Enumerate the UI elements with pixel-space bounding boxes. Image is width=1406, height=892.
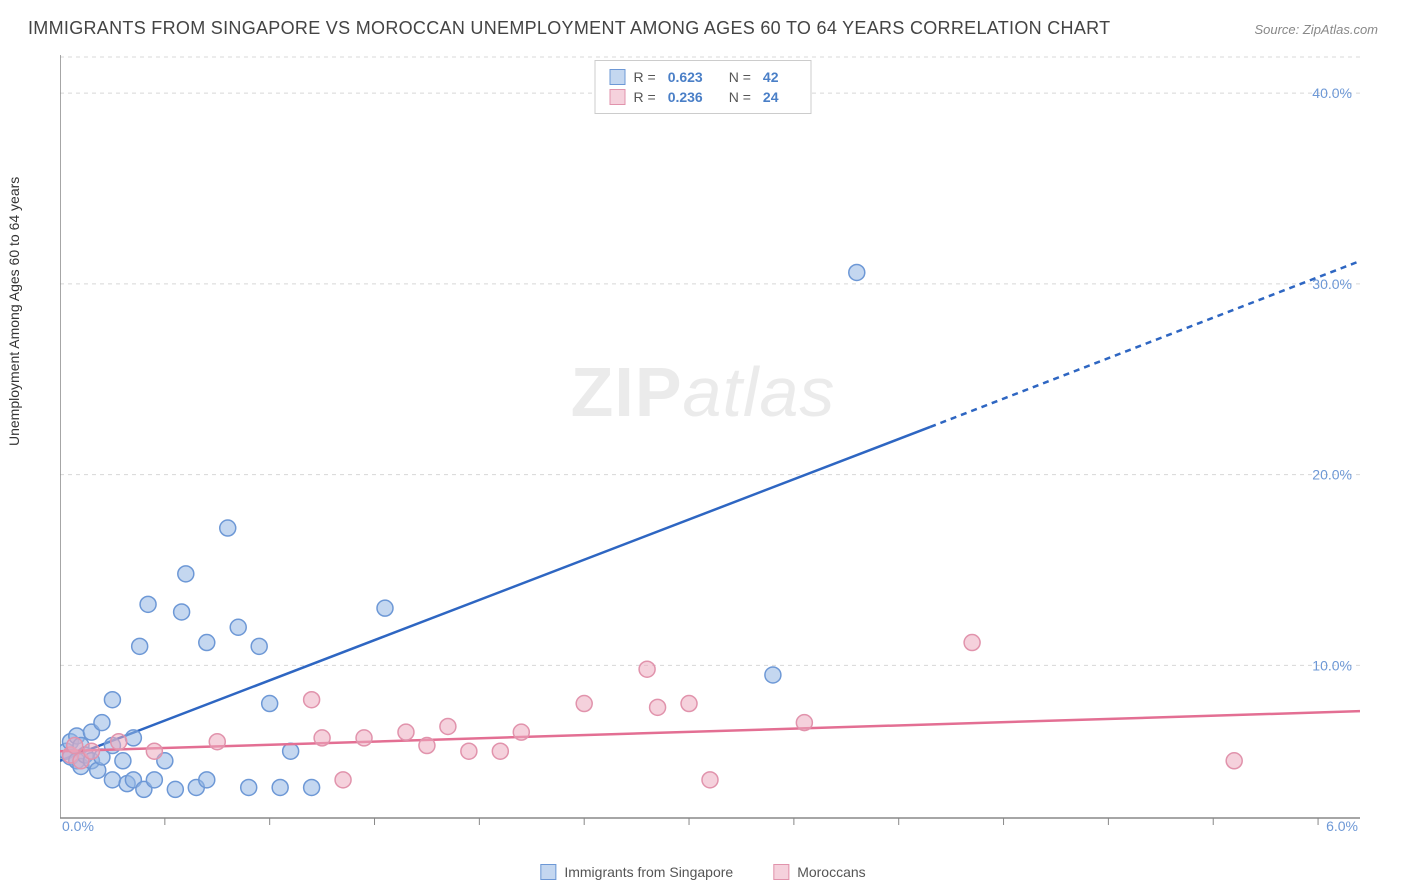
datapoint-singapore (377, 600, 393, 616)
datapoint-moroccans (419, 738, 435, 754)
y-tick-label: 10.0% (1312, 657, 1352, 673)
y-tick-label: 30.0% (1312, 276, 1352, 292)
legend-row: R = 0.623 N = 42 (610, 67, 797, 87)
chart-container: IMMIGRANTS FROM SINGAPORE VS MOROCCAN UN… (0, 0, 1406, 892)
datapoint-moroccans (356, 730, 372, 746)
legend-swatch (610, 89, 626, 105)
trendline-moroccans (60, 711, 1360, 751)
datapoint-singapore (251, 638, 267, 654)
r-label: R = (634, 89, 656, 105)
n-value: 24 (763, 89, 779, 105)
legend-label: Moroccans (797, 864, 865, 880)
datapoint-moroccans (576, 696, 592, 712)
legend-swatch (540, 864, 556, 880)
datapoint-moroccans (1226, 753, 1242, 769)
datapoint-singapore (167, 781, 183, 797)
n-label: N = (729, 69, 751, 85)
scatter-plot-svg: 10.0% 20.0% 30.0% 40.0% 0.0% 6.0% (60, 55, 1360, 833)
correlation-legend: R = 0.623 N = 42 R = 0.236 N = 24 (595, 60, 812, 114)
datapoint-singapore (230, 619, 246, 635)
datapoint-moroccans (964, 635, 980, 651)
y-tick-label: 20.0% (1312, 467, 1352, 483)
datapoint-moroccans (440, 718, 456, 734)
datapoint-singapore (241, 779, 257, 795)
datapoint-moroccans (681, 696, 697, 712)
plot-area: 10.0% 20.0% 30.0% 40.0% 0.0% 6.0% (60, 55, 1360, 833)
datapoint-singapore (174, 604, 190, 620)
datapoint-singapore (220, 520, 236, 536)
legend-row: R = 0.236 N = 24 (610, 87, 797, 107)
datapoint-singapore (304, 779, 320, 795)
source-label: Source: ZipAtlas.com (1254, 22, 1378, 37)
datapoint-singapore (199, 635, 215, 651)
datapoint-singapore (262, 696, 278, 712)
legend-swatch (610, 69, 626, 85)
series-legend: Immigrants from Singapore Moroccans (540, 864, 865, 880)
datapoint-moroccans (461, 743, 477, 759)
datapoint-moroccans (209, 734, 225, 750)
legend-swatch (773, 864, 789, 880)
datapoint-moroccans (492, 743, 508, 759)
n-value: 42 (763, 69, 779, 85)
r-value: 0.623 (668, 69, 703, 85)
datapoint-moroccans (702, 772, 718, 788)
datapoint-singapore (125, 730, 141, 746)
datapoint-singapore (104, 772, 120, 788)
trendline-singapore (60, 427, 930, 761)
datapoint-singapore (115, 753, 131, 769)
datapoint-moroccans (304, 692, 320, 708)
datapoint-moroccans (67, 738, 83, 754)
datapoint-moroccans (314, 730, 330, 746)
datapoint-singapore (178, 566, 194, 582)
datapoint-moroccans (335, 772, 351, 788)
chart-title: IMMIGRANTS FROM SINGAPORE VS MOROCCAN UN… (28, 18, 1110, 39)
datapoint-singapore (199, 772, 215, 788)
datapoint-singapore (272, 779, 288, 795)
datapoint-moroccans (146, 743, 162, 759)
datapoint-moroccans (639, 661, 655, 677)
datapoint-singapore (146, 772, 162, 788)
trendline-dashed-singapore (930, 261, 1360, 427)
datapoint-singapore (765, 667, 781, 683)
datapoint-moroccans (398, 724, 414, 740)
datapoint-singapore (104, 692, 120, 708)
x-min-label: 0.0% (62, 818, 94, 833)
r-value: 0.236 (668, 89, 703, 105)
datapoint-moroccans (796, 715, 812, 731)
datapoint-singapore (140, 596, 156, 612)
datapoint-singapore (94, 715, 110, 731)
y-axis-label: Unemployment Among Ages 60 to 64 years (6, 177, 22, 446)
datapoint-singapore (849, 264, 865, 280)
datapoint-moroccans (83, 743, 99, 759)
datapoint-moroccans (650, 699, 666, 715)
legend-item: Moroccans (773, 864, 865, 880)
x-max-label: 6.0% (1326, 818, 1358, 833)
datapoint-singapore (283, 743, 299, 759)
y-tick-label: 40.0% (1312, 85, 1352, 101)
r-label: R = (634, 69, 656, 85)
legend-label: Immigrants from Singapore (564, 864, 733, 880)
legend-item: Immigrants from Singapore (540, 864, 733, 880)
datapoint-moroccans (513, 724, 529, 740)
datapoint-singapore (132, 638, 148, 654)
datapoint-moroccans (111, 734, 127, 750)
n-label: N = (729, 89, 751, 105)
